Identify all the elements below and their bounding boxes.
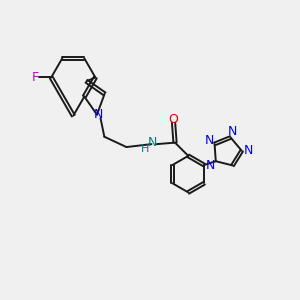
Text: N: N <box>206 159 215 172</box>
Text: N: N <box>227 125 237 138</box>
Text: F: F <box>32 71 39 84</box>
Text: N: N <box>244 144 253 157</box>
Text: H: H <box>141 144 149 154</box>
Text: N: N <box>204 134 214 147</box>
Text: N: N <box>148 136 157 149</box>
Text: N: N <box>94 108 103 121</box>
Text: O: O <box>169 112 178 126</box>
